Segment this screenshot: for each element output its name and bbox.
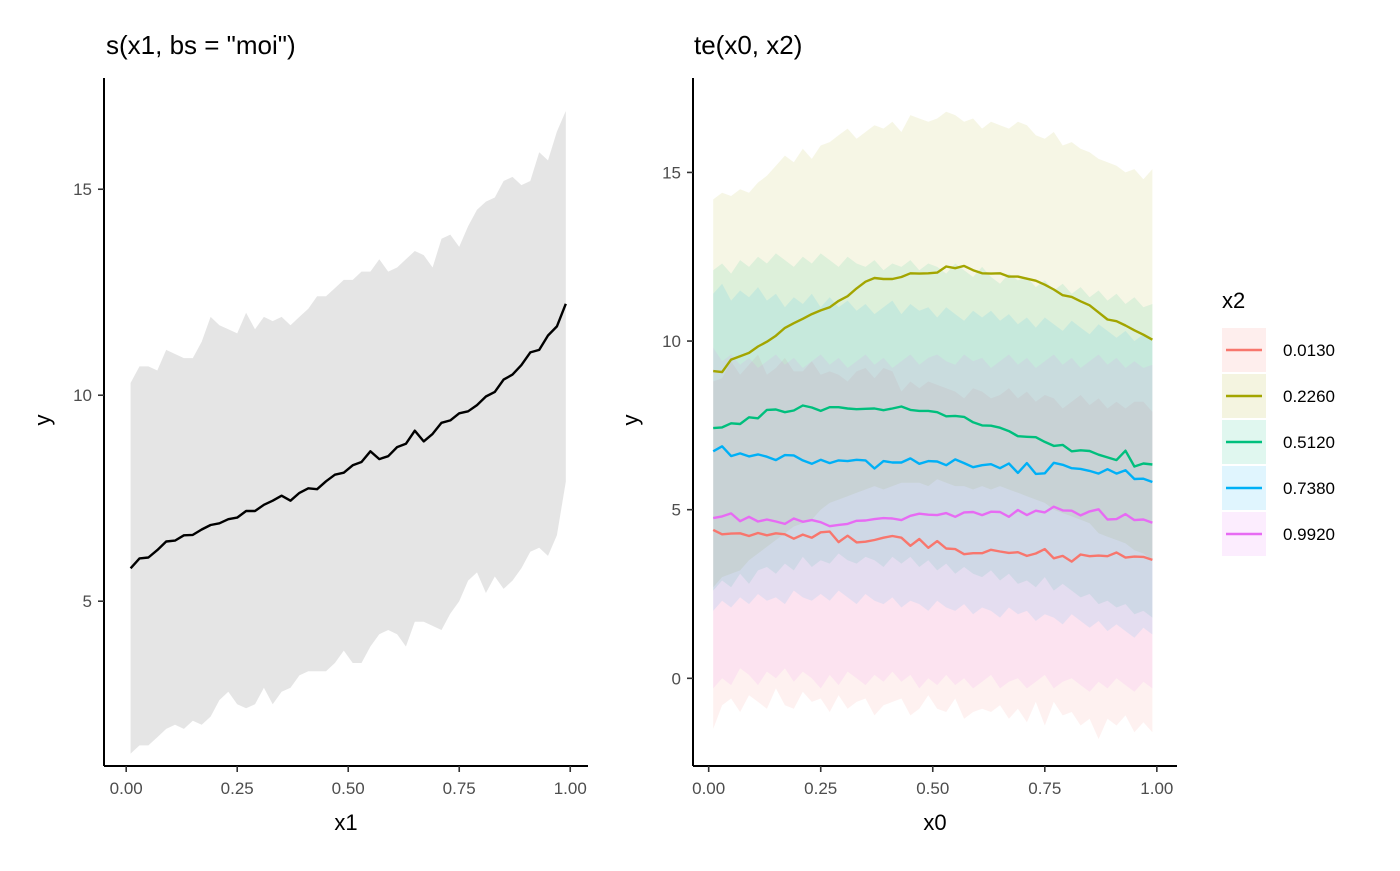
- legend-item-0-2260: 0.2260: [1222, 374, 1335, 418]
- band-0-2260: [713, 111, 1153, 588]
- tensor-panel-x0-x2: te(x0, x2) 0.00 0.25 0.50 0.75 1.00 0 5 10 15 x…: [618, 30, 1177, 835]
- y-axis-title: y: [618, 415, 643, 426]
- y-tick-label: 15: [73, 180, 92, 199]
- y-tick-label: 5: [83, 592, 92, 611]
- x-tick-label: 0.00: [110, 779, 143, 798]
- fitted-lines: [129, 303, 567, 570]
- legend-label: 0.5120: [1283, 433, 1335, 452]
- confidence-bands: [713, 111, 1153, 739]
- y-tick-label: 15: [662, 163, 681, 182]
- smooth-panel-x1: s(x1, bs = "moi") 0.00 0.25 0.50 0.75 1.00 5…: [30, 30, 588, 835]
- band-0-9920: [713, 347, 1153, 692]
- line-series-0: [129, 303, 567, 570]
- line-0-0130: [712, 528, 1153, 563]
- legend-label: 0.2260: [1283, 387, 1335, 406]
- x-tick-label: 1.00: [554, 779, 587, 798]
- y-axis-title: y: [30, 415, 55, 426]
- y-tick-label: 5: [672, 501, 681, 520]
- line-0-2260: [713, 264, 1153, 374]
- x-tick-label: 0.00: [692, 779, 725, 798]
- confidence-bands: [130, 111, 566, 754]
- x-tick-label: 0.25: [221, 779, 254, 798]
- x-ticks: 0.00 0.25 0.50 0.75 1.00: [110, 766, 587, 798]
- x-tick-label: 0.50: [332, 779, 365, 798]
- x-tick-label: 1.00: [1140, 779, 1173, 798]
- y-tick-label: 0: [672, 669, 681, 688]
- band-0-0130: [713, 354, 1153, 739]
- legend-item-0-9920: 0.9920: [1222, 512, 1335, 556]
- x-tick-label: 0.75: [443, 779, 476, 798]
- x-tick-label: 0.75: [1028, 779, 1061, 798]
- x-tick-label: 0.50: [916, 779, 949, 798]
- line-0-5120: [713, 404, 1153, 468]
- legend-label: 0.7380: [1283, 479, 1335, 498]
- band-series-0: [130, 111, 566, 754]
- fitted-lines: [712, 264, 1153, 563]
- legend-item-0-0130: 0.0130: [1222, 328, 1335, 372]
- legend-label: 0.9920: [1283, 525, 1335, 544]
- legend-item-0-5120: 0.5120: [1222, 420, 1335, 464]
- legend-items: 0.0130 0.2260 0.5120 0.7380 0.9920: [1222, 328, 1335, 556]
- band-0-5120: [713, 253, 1153, 618]
- y-tick-label: 10: [662, 332, 681, 351]
- x-axis-title: x1: [334, 810, 357, 835]
- y-tick-label: 10: [73, 386, 92, 405]
- legend-label: 0.0130: [1283, 341, 1335, 360]
- legend: x2 0.0130 0.2260 0.5120 0.7380 0.9920: [1222, 288, 1335, 556]
- panel-title: s(x1, bs = "moi"): [106, 30, 296, 60]
- y-ticks: 0 5 10 15: [662, 163, 693, 688]
- x-axis-title: x0: [923, 810, 946, 835]
- legend-title: x2: [1222, 288, 1245, 313]
- panel-title: te(x0, x2): [694, 30, 802, 60]
- legend-item-0-7380: 0.7380: [1222, 466, 1335, 510]
- x-ticks: 0.00 0.25 0.50 0.75 1.00: [692, 766, 1173, 798]
- x-tick-label: 0.25: [804, 779, 837, 798]
- line-0-9920: [712, 505, 1153, 528]
- y-ticks: 5 10 15: [73, 180, 104, 611]
- line-0-7380: [712, 445, 1153, 484]
